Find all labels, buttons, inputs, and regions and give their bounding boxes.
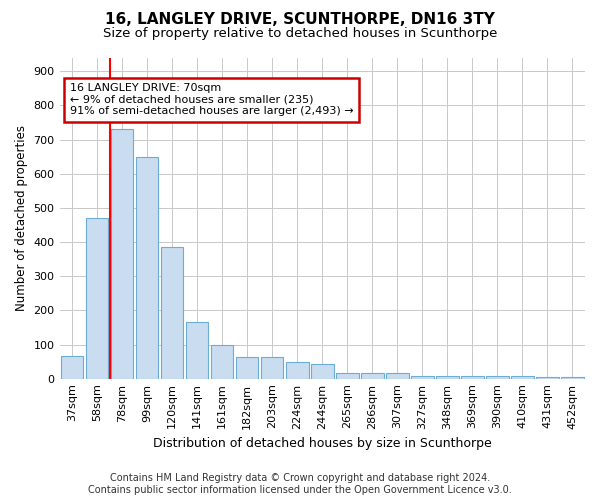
Bar bbox=[136, 156, 158, 378]
Text: 16 LANGLEY DRIVE: 70sqm
← 9% of detached houses are smaller (235)
91% of semi-de: 16 LANGLEY DRIVE: 70sqm ← 9% of detached… bbox=[70, 83, 353, 116]
Bar bbox=[461, 376, 484, 378]
X-axis label: Distribution of detached houses by size in Scunthorpe: Distribution of detached houses by size … bbox=[153, 437, 491, 450]
Bar bbox=[436, 376, 458, 378]
Bar bbox=[336, 372, 359, 378]
Bar bbox=[161, 247, 184, 378]
Bar bbox=[211, 344, 233, 378]
Bar bbox=[111, 130, 133, 378]
Bar bbox=[61, 356, 83, 378]
Bar bbox=[386, 372, 409, 378]
Text: Size of property relative to detached houses in Scunthorpe: Size of property relative to detached ho… bbox=[103, 28, 497, 40]
Bar bbox=[236, 358, 259, 378]
Bar bbox=[286, 362, 308, 378]
Bar bbox=[486, 376, 509, 378]
Text: Contains HM Land Registry data © Crown copyright and database right 2024.
Contai: Contains HM Land Registry data © Crown c… bbox=[88, 474, 512, 495]
Text: 16, LANGLEY DRIVE, SCUNTHORPE, DN16 3TY: 16, LANGLEY DRIVE, SCUNTHORPE, DN16 3TY bbox=[105, 12, 495, 28]
Bar bbox=[186, 322, 208, 378]
Bar bbox=[311, 364, 334, 378]
Bar bbox=[511, 376, 534, 378]
Bar bbox=[411, 376, 434, 378]
Bar bbox=[86, 218, 109, 378]
Y-axis label: Number of detached properties: Number of detached properties bbox=[15, 125, 28, 311]
Bar bbox=[361, 372, 383, 378]
Bar bbox=[261, 358, 283, 378]
